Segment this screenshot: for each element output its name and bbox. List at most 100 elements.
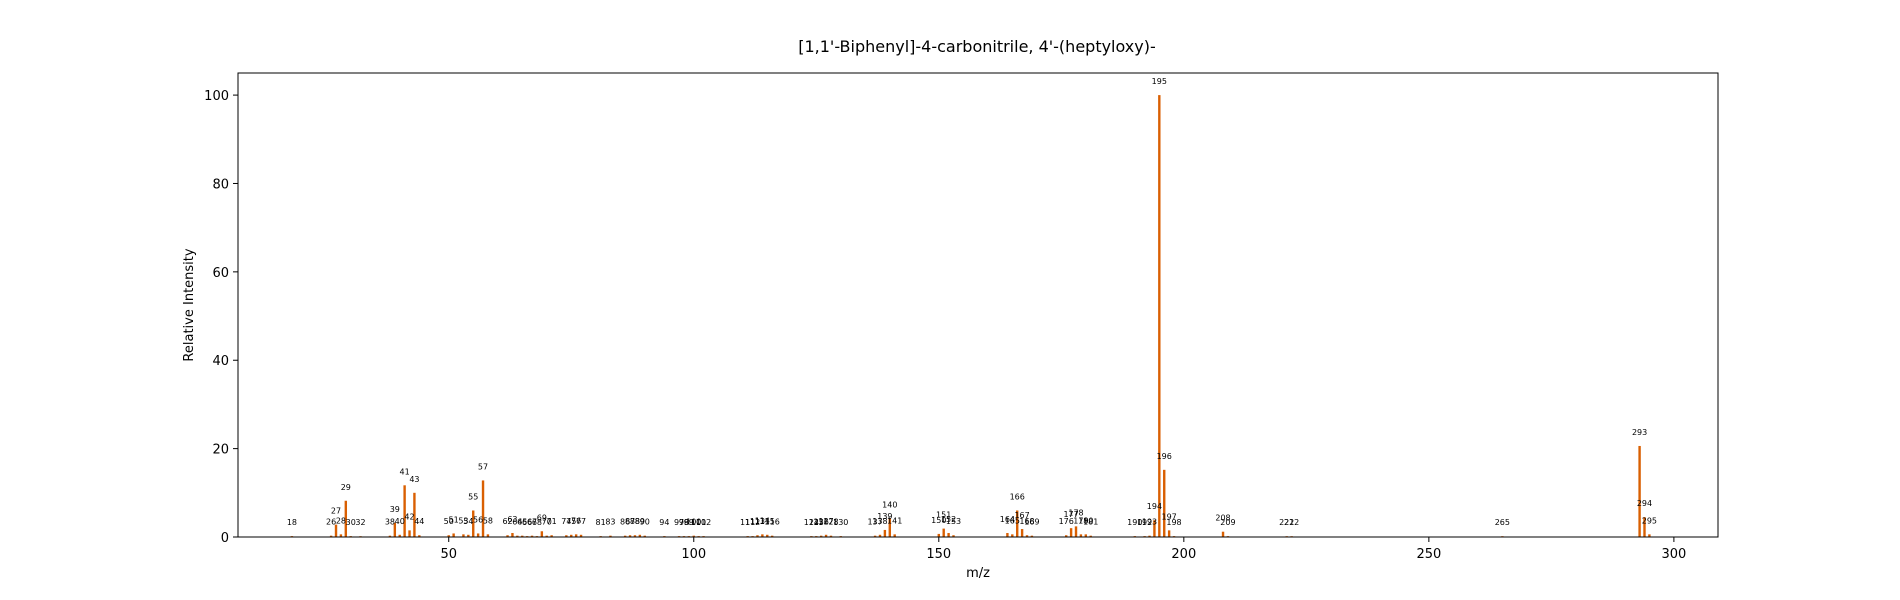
peak-label-76: 76 (571, 516, 581, 525)
peak-label-87: 87 (625, 517, 635, 526)
peak-bar-178 (1074, 526, 1078, 537)
peak-label-151: 151 (936, 511, 951, 520)
peak-bar-208 (1221, 531, 1225, 537)
y-tick-label-0: 0 (221, 531, 229, 546)
peak-label-28: 28 (336, 516, 346, 525)
peak-bar-76 (574, 534, 578, 537)
peak-label-26: 26 (326, 518, 336, 527)
peak-label-27: 27 (331, 507, 341, 516)
peak-label-66: 66 (522, 518, 532, 527)
peak-bar-194 (1153, 520, 1156, 537)
peak-label-101: 101 (691, 518, 706, 527)
peak-label-295: 295 (1642, 516, 1657, 525)
peak-label-89: 89 (635, 517, 645, 526)
peak-label-126: 126 (814, 518, 829, 527)
peak-label-190: 190 (1127, 518, 1142, 527)
peak-label-65: 65 (517, 518, 527, 527)
peak-label-208: 208 (1215, 514, 1230, 523)
peak-label-138: 138 (872, 517, 887, 526)
peak-label-77: 77 (576, 517, 586, 526)
peak-bar-152 (947, 533, 950, 537)
x-axis-label: m/z (966, 566, 990, 581)
peak-label-32: 32 (355, 518, 365, 527)
y-tick-label-80: 80 (212, 177, 229, 192)
peak-label-197: 197 (1161, 512, 1176, 521)
peak-label-62: 62 (502, 517, 512, 526)
peak-label-140: 140 (882, 500, 897, 509)
peak-label-88: 88 (630, 517, 640, 526)
peak-label-192: 192 (1137, 518, 1152, 527)
x-tick-label-100: 100 (681, 547, 706, 562)
peak-bar-140 (888, 518, 891, 537)
peak-bar-181 (1089, 535, 1092, 537)
peak-label-94: 94 (659, 518, 669, 527)
peak-label-56: 56 (473, 515, 483, 524)
x-tick-label-150: 150 (926, 547, 951, 562)
peak-bar-64 (516, 535, 519, 537)
peak-label-115: 115 (760, 517, 775, 526)
x-tick-label-50: 50 (440, 547, 457, 562)
peak-label-40: 40 (395, 517, 405, 526)
peak-bar-41 (403, 485, 406, 537)
peak-label-100: 100 (686, 518, 701, 527)
peak-label-198: 198 (1166, 518, 1181, 527)
peak-label-265: 265 (1495, 518, 1510, 527)
peak-bar-62 (506, 535, 509, 537)
peak-label-112: 112 (745, 518, 760, 527)
peak-bar-53 (462, 534, 465, 537)
peak-label-194: 194 (1147, 502, 1162, 511)
peak-label-18: 18 (287, 518, 297, 527)
peak-bar-28 (339, 534, 343, 537)
peak-bar-176 (1065, 535, 1068, 537)
peak-label-57: 57 (478, 462, 488, 471)
peak-label-177: 177 (1063, 510, 1078, 519)
peak-bar-58 (486, 534, 490, 537)
peak-label-193: 193 (1142, 518, 1157, 527)
peak-label-294: 294 (1637, 499, 1652, 508)
peak-bar-197 (1167, 530, 1171, 537)
peak-label-53: 53 (458, 516, 468, 525)
peak-bar-127 (824, 534, 828, 537)
peak-bar-75 (570, 534, 573, 537)
peak-bar-169 (1030, 535, 1034, 537)
peak-label-70: 70 (542, 518, 552, 527)
peak-bar-113 (756, 535, 759, 537)
peak-label-29: 29 (341, 483, 351, 492)
x-tick-label-200: 200 (1171, 547, 1196, 562)
peak-bar-57 (481, 480, 485, 537)
peak-label-167: 167 (1014, 511, 1029, 520)
peak-bar-100 (692, 535, 695, 537)
peak-bar-29 (344, 500, 348, 537)
peak-bar-50 (447, 535, 450, 537)
peak-label-54: 54 (463, 517, 473, 526)
peak-bar-39 (393, 522, 397, 537)
peak-label-50: 50 (444, 517, 454, 526)
y-axis-label: Relative Intensity (182, 248, 197, 361)
peak-bar-89 (638, 534, 642, 537)
peak-label-139: 139 (877, 512, 892, 521)
peak-label-169: 169 (1024, 518, 1039, 527)
y-tick-label-100: 100 (204, 89, 229, 104)
peak-bar-293 (1638, 445, 1641, 537)
peak-bar-166 (1016, 510, 1019, 537)
peak-label-178: 178 (1068, 508, 1083, 517)
peak-bar-83 (609, 535, 612, 537)
peak-label-111: 111 (740, 518, 755, 527)
peak-label-99: 99 (684, 518, 694, 527)
peak-bar-56 (476, 533, 480, 537)
peak-label-222: 222 (1284, 518, 1299, 527)
chart-title: [1,1'-Biphenyl]-4-carbonitrile, 4'-(hept… (798, 37, 1156, 56)
peak-label-168: 168 (1019, 517, 1034, 526)
peak-bar-167 (1020, 529, 1024, 537)
peak-bar-196 (1163, 469, 1166, 537)
x-axis: 50 100 150 200 250 300 (440, 537, 1686, 562)
peak-bar-151 (942, 528, 945, 537)
peak-bar-165 (1011, 534, 1014, 537)
peak-label-152: 152 (941, 515, 956, 524)
peak-label-74: 74 (561, 517, 571, 526)
peak-bar-168 (1025, 535, 1029, 537)
peak-label-43: 43 (409, 475, 419, 484)
peak-label-55: 55 (468, 492, 478, 501)
peak-label-39: 39 (390, 505, 400, 514)
peak-label-293: 293 (1632, 428, 1647, 437)
